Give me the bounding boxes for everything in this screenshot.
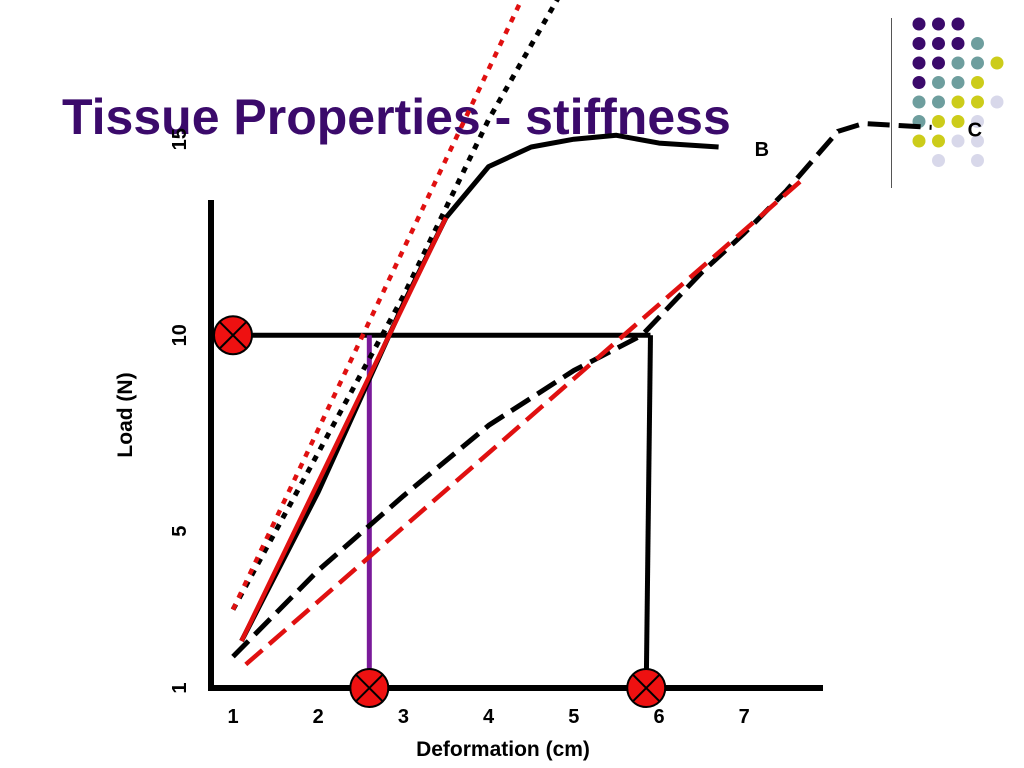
decor-dot [912, 17, 926, 31]
y-axis-label: Load (N) [114, 372, 137, 457]
decor-dot [932, 154, 945, 167]
series-line-a [230, 0, 560, 611]
decor-dot [990, 95, 1004, 109]
decor-dot [971, 56, 984, 70]
decor-dot [971, 115, 984, 128]
decor-dot [912, 56, 926, 70]
x-marker [626, 668, 667, 708]
decor-dot [951, 56, 965, 70]
y-tick-label: 5 [169, 526, 191, 537]
tangent-line [230, 0, 524, 611]
series-line-c [231, 121, 932, 659]
decor-dot-grid [912, 17, 1004, 167]
series-label: B [755, 139, 769, 161]
decor-dot [932, 37, 945, 50]
decor-dot [932, 134, 945, 148]
decor-dot [951, 134, 965, 148]
x-tick-label: 5 [568, 706, 579, 728]
y-tick-label: 1 [169, 682, 191, 693]
reference-lines [233, 332, 653, 689]
y-tick-label: 15 [169, 128, 191, 150]
decor-dot [990, 56, 1004, 70]
decor-dot [951, 37, 965, 50]
reference-line [643, 335, 653, 689]
decor-dot [932, 95, 945, 109]
decor-dot [951, 17, 965, 31]
x-tick-label: 7 [739, 706, 750, 728]
decor-dot [971, 76, 984, 89]
decor-dot [932, 17, 945, 31]
decor-dot [932, 56, 945, 70]
x-marker [349, 668, 390, 708]
decor-dot [951, 115, 965, 128]
decor-dot [932, 115, 945, 128]
decor-dot [971, 37, 984, 50]
decor-dot [951, 95, 965, 109]
series-lines [230, 0, 932, 659]
x-tick-label: 6 [653, 706, 664, 728]
y-tick-label: 10 [169, 324, 191, 346]
x-tick-label: 4 [483, 706, 495, 728]
tick-labels: 12345671510152025 [169, 128, 750, 728]
x-tick-label: 1 [227, 706, 238, 728]
series-labels: ABC [755, 119, 982, 161]
decor-dot [912, 95, 926, 109]
markers [213, 315, 667, 708]
tangent-line [244, 176, 806, 667]
decor-dot [912, 37, 926, 50]
x-tick-label: 2 [313, 706, 324, 728]
tangent-lines [230, 0, 806, 667]
tangent-line [239, 216, 449, 642]
x-axis-label: Deformation (cm) [416, 738, 590, 761]
decor-dot [971, 154, 984, 167]
decor-dot [951, 76, 965, 89]
x-tick-label: 3 [398, 706, 409, 728]
decor-dot [912, 134, 926, 148]
decor-dot [971, 95, 984, 109]
series-label: C [968, 119, 982, 141]
decor-dot [971, 134, 984, 148]
x-marker [213, 315, 253, 356]
decor-dot [932, 76, 945, 89]
decor-dot [912, 76, 926, 89]
decor-divider [891, 18, 892, 188]
